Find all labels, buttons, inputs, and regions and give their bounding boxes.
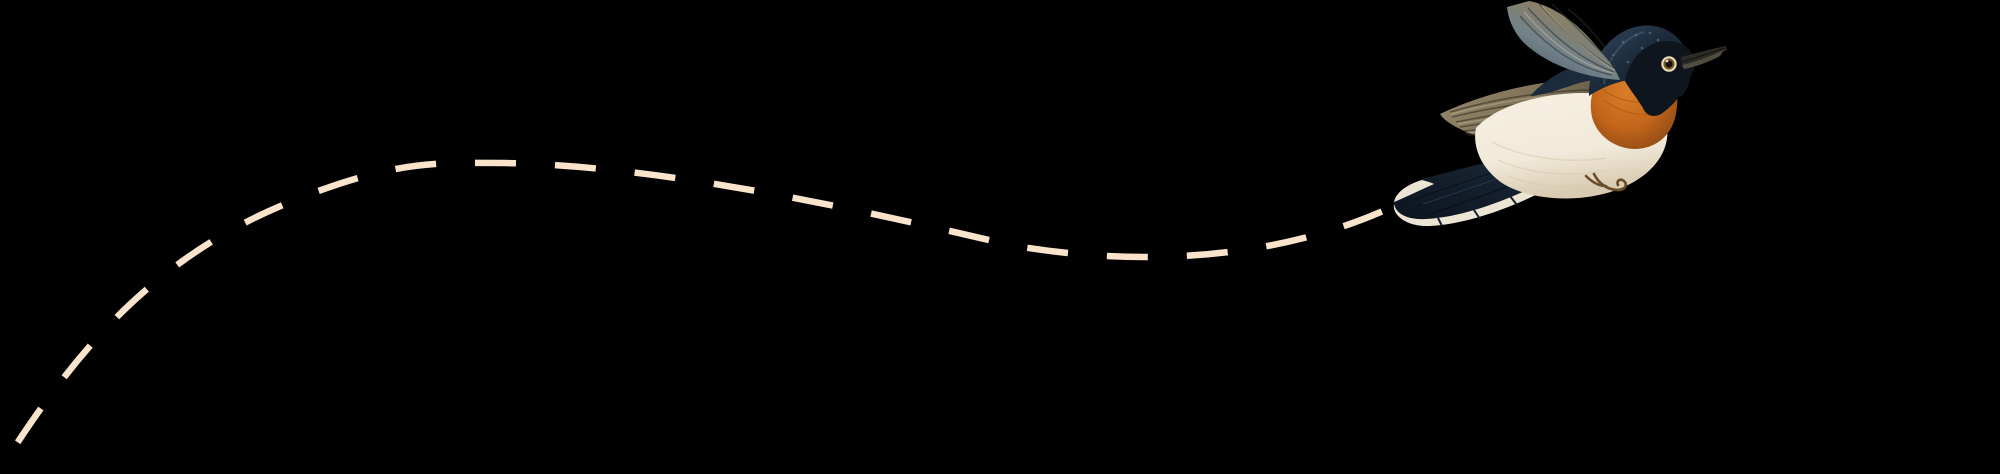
upper-wing-highlight-lines	[1523, 5, 1616, 74]
eye	[1660, 55, 1678, 73]
dashed-flight-path	[0, 159, 1394, 474]
beak-gape-line	[1681, 47, 1726, 63]
beak	[1681, 46, 1727, 69]
eye-glint	[1665, 59, 1669, 63]
flying-swallow-illustration	[1393, 1, 1727, 227]
feet	[1584, 172, 1628, 192]
upper-wing-feather-lines	[1519, 3, 1619, 76]
beak-lower	[1682, 50, 1724, 69]
face-mask	[1625, 41, 1695, 116]
upper-wing	[1507, 1, 1620, 80]
tail-white-patches	[1393, 180, 1544, 227]
head-speckles	[1611, 31, 1660, 64]
